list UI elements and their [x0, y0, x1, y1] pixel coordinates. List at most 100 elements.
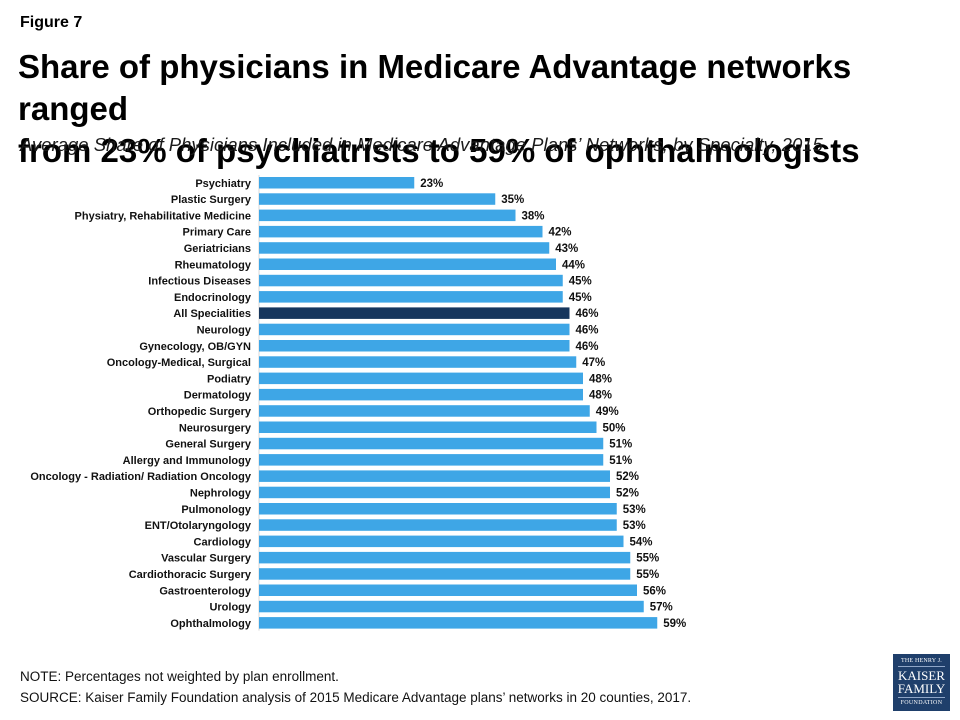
- bar: [259, 356, 577, 368]
- chart-title: Share of physicians in Medicare Advantag…: [18, 46, 948, 172]
- bar: [259, 340, 570, 352]
- logo-line-4: FOUNDATION: [900, 700, 943, 706]
- figure-label: Figure 7: [20, 14, 83, 31]
- data-label: 53%: [623, 520, 646, 532]
- data-label: 52%: [616, 471, 639, 483]
- bar: [259, 258, 556, 270]
- chart-notes: NOTE: Percentages not weighted by plan e…: [20, 666, 691, 708]
- bar: [259, 193, 496, 205]
- bar: [259, 323, 570, 336]
- category-label: Urology: [209, 602, 251, 614]
- bar: [259, 551, 631, 564]
- data-label: 50%: [603, 422, 626, 434]
- category-label: Neurology: [197, 324, 252, 336]
- bar: [259, 177, 415, 189]
- data-label: 42%: [549, 227, 572, 239]
- data-label: 55%: [636, 569, 659, 581]
- bar: [259, 209, 516, 222]
- bar: [259, 486, 610, 499]
- bar: [259, 617, 658, 629]
- data-label: 44%: [562, 259, 585, 271]
- category-label: Cardiothoracic Surgery: [129, 569, 252, 581]
- data-label: 57%: [650, 602, 673, 614]
- data-label: 51%: [609, 455, 632, 467]
- category-label: Podiatry: [207, 373, 252, 385]
- data-label: 47%: [582, 357, 605, 369]
- bar: [259, 535, 624, 548]
- source-text: SOURCE: Kaiser Family Foundation analysi…: [20, 690, 692, 705]
- data-label: 38%: [522, 210, 545, 222]
- data-label: 43%: [555, 243, 578, 255]
- data-label: 55%: [636, 553, 659, 565]
- category-label: Gastroenterology: [159, 585, 252, 597]
- category-label: Geriatricians: [184, 243, 251, 255]
- category-label: General Surgery: [165, 439, 251, 451]
- category-label: Primary Care: [183, 227, 252, 239]
- logo-line-1: THE HENRY J.: [900, 658, 942, 664]
- category-label: Neurosurgery: [179, 422, 252, 434]
- bar: [259, 405, 590, 417]
- category-label: Pulmonology: [181, 504, 252, 516]
- category-label: Ophthalmology: [170, 618, 252, 630]
- data-label: 56%: [643, 585, 666, 597]
- bar: [259, 470, 610, 482]
- bar: [259, 291, 563, 303]
- bar: [259, 274, 563, 287]
- chart-subtitle: Average Share of Physicians Included in …: [20, 134, 823, 155]
- bar: [259, 568, 631, 580]
- data-label: 35%: [501, 194, 524, 206]
- category-label: Cardiology: [194, 536, 252, 548]
- category-label: Psychiatry: [195, 178, 252, 190]
- category-label: ENT/Otolaryngology: [145, 520, 252, 532]
- category-label: Allergy and Immunology: [123, 455, 252, 467]
- category-label: Vascular Surgery: [161, 553, 252, 565]
- data-label: 52%: [616, 487, 639, 499]
- data-label: 46%: [576, 308, 599, 320]
- bar: [259, 454, 604, 466]
- bar: [259, 584, 637, 596]
- data-label: 45%: [569, 276, 592, 288]
- logo-line-3: FAMILY: [897, 681, 946, 696]
- category-label: Dermatology: [184, 390, 252, 402]
- bar-chart: Psychiatry 23% Plastic Surgery 35% Physiatry…: [30, 175, 686, 631]
- bar: [259, 242, 550, 254]
- bar: [259, 307, 570, 319]
- data-label: 51%: [609, 439, 632, 451]
- note-text: NOTE: Percentages not weighted by plan e…: [20, 669, 339, 684]
- data-label: 48%: [589, 390, 612, 402]
- data-label: 23%: [420, 178, 443, 190]
- logo-divider: [898, 697, 945, 698]
- logo-divider: [898, 666, 945, 667]
- category-label: Physiatry, Rehabilitative Medicine: [75, 210, 251, 222]
- logo-line-2: KAISER: [898, 668, 945, 683]
- chart-title-line-2: from 23% of psychiatrists to 59% of opht…: [18, 132, 860, 169]
- bar: [259, 600, 644, 613]
- bar: [259, 437, 604, 450]
- category-label: Nephrology: [190, 487, 252, 499]
- data-label: 59%: [663, 618, 686, 630]
- bar: [259, 388, 583, 401]
- data-label: 54%: [630, 536, 653, 548]
- bar: [259, 421, 597, 433]
- category-label: Rheumatology: [175, 259, 252, 271]
- data-label: 53%: [623, 504, 646, 516]
- category-label: All Specialities: [173, 308, 251, 320]
- category-label: Endocrinology: [174, 292, 252, 304]
- category-label: Gynecology, OB/GYN: [139, 341, 251, 353]
- category-label: Oncology-Medical, Surgical: [107, 357, 251, 369]
- bar: [259, 503, 617, 515]
- bar: [259, 372, 583, 385]
- data-label: 45%: [569, 292, 592, 304]
- data-label: 46%: [576, 324, 599, 336]
- category-label: Infectious Diseases: [148, 276, 251, 288]
- data-label: 49%: [596, 406, 619, 418]
- data-label: 46%: [576, 341, 599, 353]
- category-label: Oncology - Radiation/ Radiation Oncology: [30, 471, 252, 483]
- kff-logo: THE HENRY J. KAISER FAMILY FOUNDATION: [893, 654, 950, 711]
- category-label: Plastic Surgery: [171, 194, 252, 206]
- bar: [259, 225, 543, 238]
- data-label: 48%: [589, 373, 612, 385]
- category-label: Orthopedic Surgery: [148, 406, 252, 418]
- bar: [259, 519, 617, 531]
- chart-title-line-1: Share of physicians in Medicare Advantag…: [18, 48, 852, 127]
